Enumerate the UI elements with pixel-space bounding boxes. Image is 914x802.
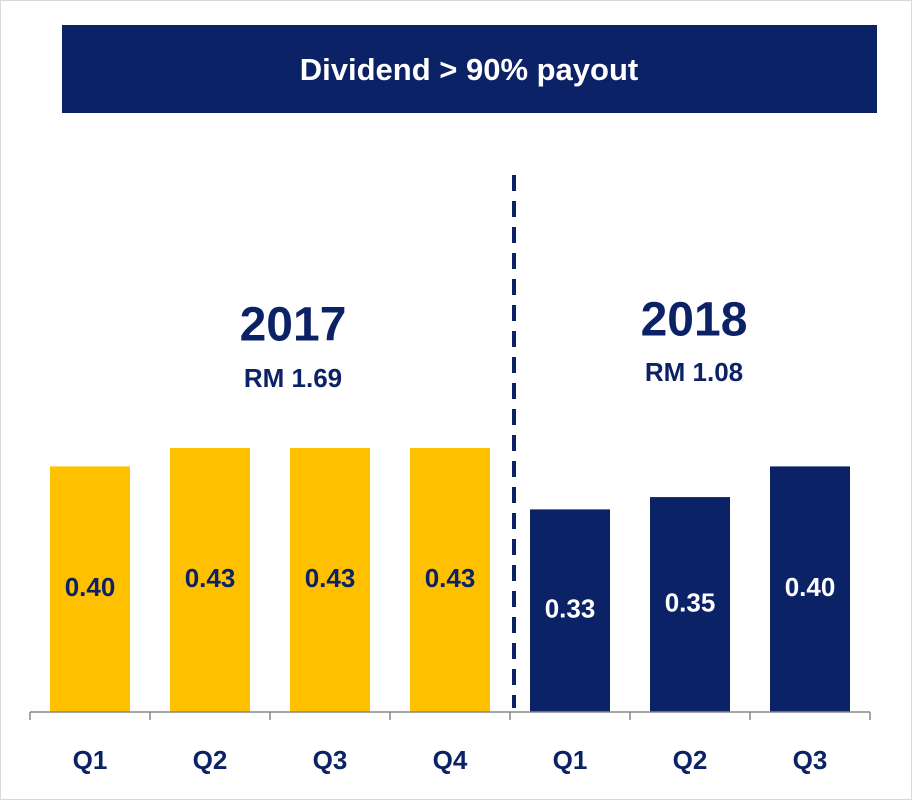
- title-box: [62, 25, 877, 113]
- value-label: 0.43: [305, 563, 356, 593]
- value-label: 0.43: [185, 563, 236, 593]
- chart-title: Dividend > 90% payout: [300, 52, 639, 87]
- bar: [410, 447, 490, 712]
- bar: [290, 447, 370, 712]
- bar: [770, 466, 850, 712]
- x-tick-label: Q3: [793, 745, 828, 775]
- bar: [650, 497, 730, 712]
- x-tick-label: Q1: [553, 745, 588, 775]
- group-total: RM 1.08: [645, 357, 743, 387]
- x-tick-label: Q2: [673, 745, 708, 775]
- value-label: 0.40: [65, 572, 116, 602]
- x-tick-label: Q3: [313, 745, 348, 775]
- value-label: 0.35: [665, 587, 716, 617]
- value-label: 0.40: [785, 572, 836, 602]
- value-label: 0.43: [425, 563, 476, 593]
- bar: [170, 447, 250, 712]
- group-total: RM 1.69: [244, 363, 342, 393]
- group-label: 2018: [641, 294, 748, 347]
- x-tick-label: Q4: [433, 745, 468, 775]
- bar: [50, 466, 130, 712]
- x-tick-label: Q1: [73, 745, 108, 775]
- bar: [530, 509, 610, 712]
- x-tick-label: Q2: [193, 745, 228, 775]
- value-label: 0.33: [545, 594, 596, 624]
- group-label: 2017: [240, 299, 347, 352]
